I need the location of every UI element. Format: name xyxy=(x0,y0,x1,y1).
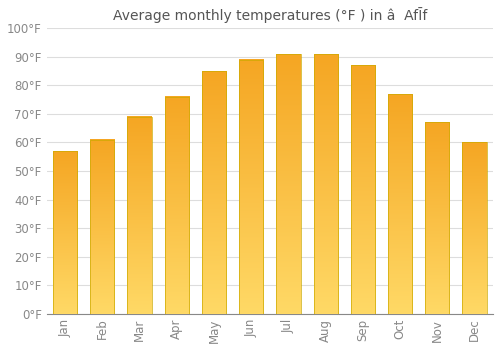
Bar xyxy=(164,97,189,314)
Bar xyxy=(276,54,300,314)
Bar xyxy=(239,60,264,314)
Bar xyxy=(53,151,78,314)
Title: Average monthly temperatures (°F ) in â  AfĪf: Average monthly temperatures (°F ) in â … xyxy=(112,7,427,23)
Bar xyxy=(462,142,486,314)
Bar xyxy=(202,71,226,314)
Bar xyxy=(350,65,375,314)
Bar xyxy=(314,54,338,314)
Bar xyxy=(128,117,152,314)
Bar xyxy=(90,140,114,314)
Bar xyxy=(425,122,450,314)
Bar xyxy=(388,94,412,314)
